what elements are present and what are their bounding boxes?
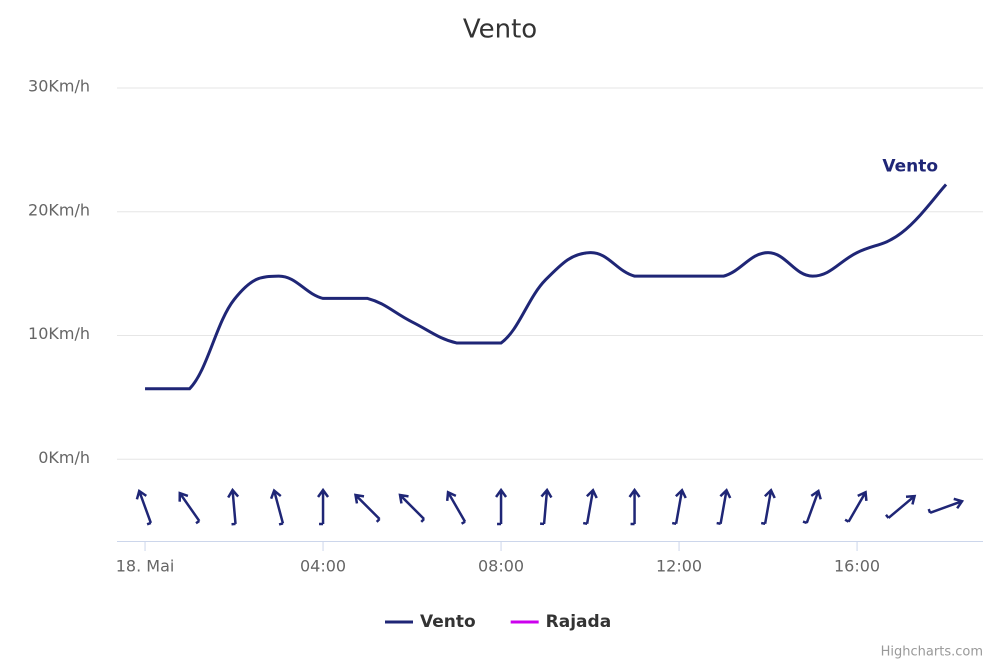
wind-arrow	[885, 494, 917, 519]
wind-arrow	[178, 491, 201, 525]
y-tick-label: 30Km/h	[28, 77, 90, 96]
wind-arrow-shaft	[927, 497, 965, 514]
wind-arrow	[445, 490, 467, 525]
wind-arrow	[760, 488, 776, 525]
y-tick-label: 10Km/h	[28, 324, 90, 343]
x-tick-label: 12:00	[656, 557, 702, 576]
wind-arrow	[398, 493, 425, 523]
wind-arrow	[927, 497, 965, 514]
y-tick-label: 0Km/h	[38, 448, 90, 467]
x-tick-label: 16:00	[834, 557, 880, 576]
wind-arrow	[227, 487, 240, 526]
wind-arrow-shaft	[760, 488, 776, 525]
x-tick-label: 18. Mai	[116, 557, 175, 576]
wind-arrow	[539, 487, 553, 526]
wind-arrow-shaft	[885, 494, 917, 519]
wind-arrow	[354, 493, 381, 523]
x-tick-label: 08:00	[478, 557, 524, 576]
wind-arrow	[317, 487, 330, 526]
wind-arrow-shaft	[398, 493, 425, 523]
wind-arrow	[802, 489, 822, 525]
wind-arrow-shaft	[802, 489, 822, 525]
wind-arrow	[269, 488, 285, 526]
legend-label[interactable]: Vento	[420, 612, 476, 632]
wind-arrow-shaft	[628, 487, 641, 526]
wind-arrow-shaft	[135, 489, 153, 526]
wind-arrow-shaft	[269, 488, 285, 526]
wind-arrow-shaft	[227, 487, 240, 526]
wind-arrow-shaft	[671, 488, 687, 525]
series-label: Vento	[882, 157, 938, 177]
wind-arrow-shaft	[445, 490, 467, 525]
wind-arrow-shaft	[582, 488, 598, 525]
wind-arrow	[628, 487, 641, 526]
wind-arrow-shaft	[354, 493, 381, 523]
credits[interactable]: Highcharts.com	[881, 645, 983, 660]
wind-arrow-shaft	[539, 487, 553, 526]
wind-arrow	[671, 488, 687, 525]
legend-label[interactable]: Rajada	[546, 612, 612, 632]
series-line	[145, 183, 948, 391]
wind-arrow-shaft	[178, 491, 201, 525]
wind-arrow	[716, 488, 732, 525]
wind-arrow-shaft	[317, 487, 330, 526]
wind-arrow-shaft	[495, 487, 508, 526]
wind-arrow	[582, 488, 598, 525]
wind-arrow	[844, 490, 868, 523]
wind-arrow-shaft	[844, 490, 868, 523]
y-tick-label: 20Km/h	[28, 200, 90, 219]
chart-title: Vento	[463, 15, 537, 45]
x-tick-label: 04:00	[300, 557, 346, 576]
wind-arrow	[135, 489, 153, 526]
wind-arrow-shaft	[716, 488, 732, 525]
wind-arrow	[495, 487, 508, 526]
